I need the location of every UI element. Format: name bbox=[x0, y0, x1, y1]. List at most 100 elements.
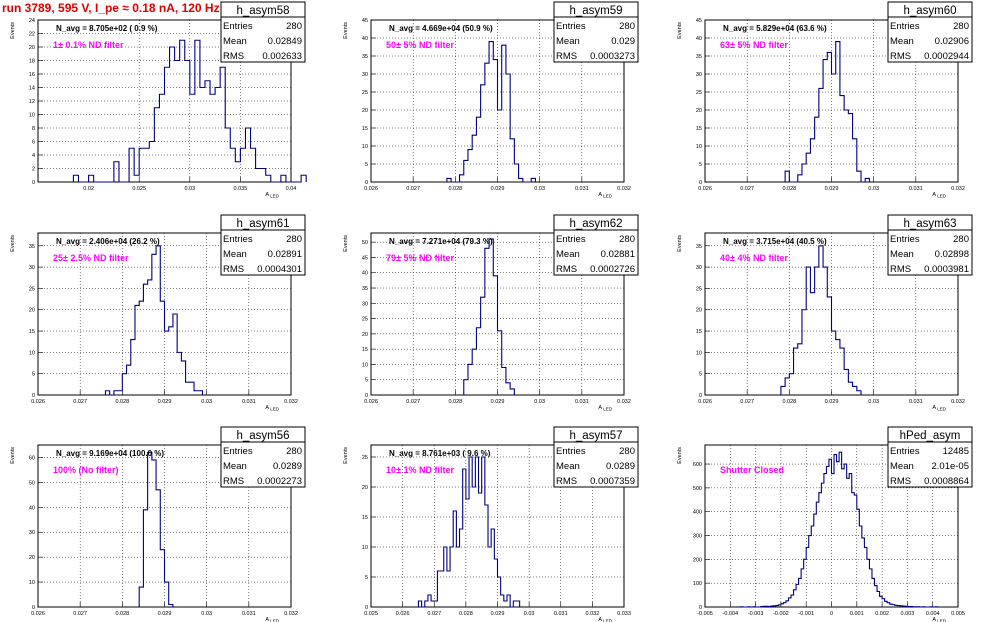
stats-rms-label: RMS bbox=[223, 51, 244, 62]
x-tick-label: 0.028 bbox=[115, 399, 129, 405]
y-tick-label: 35 bbox=[362, 286, 368, 292]
y-tick-label: 25 bbox=[362, 455, 368, 461]
histogram-bars bbox=[104, 245, 203, 396]
y-tick-label: 0 bbox=[365, 393, 368, 399]
y-tick-label: 40 bbox=[362, 36, 368, 42]
stats-mean-value: 0.0289 bbox=[273, 461, 302, 472]
x-tick-label: 0.03 bbox=[534, 399, 545, 405]
x-tick-label: 0.027 bbox=[406, 186, 420, 192]
stats-entries-value: 280 bbox=[619, 21, 635, 32]
y-tick-label: 45 bbox=[362, 255, 368, 261]
y-tick-label: 30 bbox=[696, 72, 702, 78]
histogram-name: h_asym58 bbox=[236, 5, 289, 17]
navg-label: N_avg = 8.761e+03 ( 9.6 %) bbox=[389, 449, 491, 458]
stats-mean-label: Mean bbox=[890, 36, 914, 47]
y-tick-label: 30 bbox=[29, 265, 35, 271]
y-tick-label: 15 bbox=[696, 126, 702, 132]
y-axis-label: Events bbox=[343, 235, 349, 252]
y-tick-label: 30 bbox=[29, 530, 35, 536]
filter-label: 79± 5% ND filter bbox=[386, 253, 454, 263]
x-tick-label: 0.031 bbox=[575, 399, 589, 405]
navg-label: N_avg = 7.271e+04 (79.3 %) bbox=[389, 237, 493, 246]
stats-entries-value: 280 bbox=[953, 234, 969, 245]
y-tick-label: 25 bbox=[696, 90, 702, 96]
stats-mean-value: 0.02898 bbox=[935, 249, 969, 260]
x-tick-label: 0.027 bbox=[740, 399, 754, 405]
x-tick-label: 0.026 bbox=[698, 399, 712, 405]
x-tick-label: 0.029 bbox=[825, 186, 839, 192]
histogram-name: hPed_asym bbox=[900, 430, 961, 442]
stats-mean-value: 0.029 bbox=[611, 36, 635, 47]
x-tick-label: 0.028 bbox=[782, 399, 796, 405]
panel-h_asym62: 0.026 0.027 0.028 0.029 0.03 0.031 0.032 0 5 10 15… bbox=[343, 214, 639, 412]
y-tick-label: 20 bbox=[29, 45, 35, 51]
x-tick-label: 0.029 bbox=[825, 399, 839, 405]
stats-box: hPed_asym Entries 12485 Mean 2.01e-05 RMS 0.00… bbox=[887, 426, 973, 488]
x-tick-label: 0.03 bbox=[534, 186, 545, 192]
y-tick-label: 5 bbox=[699, 162, 702, 168]
x-tick-label: 0.02 bbox=[83, 186, 94, 192]
stats-mean-value: 2.01e-05 bbox=[931, 461, 969, 472]
stats-mean-label: Mean bbox=[890, 249, 914, 260]
stats-box: h_asym56 Entries 280 Mean 0.0289 RMS 0.0002273 bbox=[220, 426, 306, 488]
y-tick-label: 25 bbox=[29, 286, 35, 292]
x-tick-label: 0.029 bbox=[158, 611, 172, 617]
stats-entries-value: 280 bbox=[619, 446, 635, 457]
y-tick-label: 10 bbox=[29, 580, 35, 586]
stats-box: h_asym58 Entries 280 Mean 0.02849 RMS 0.002633 bbox=[220, 1, 306, 63]
x-tick-label: 0.026 bbox=[364, 399, 378, 405]
stats-entries-label: Entries bbox=[556, 446, 586, 457]
y-tick-label: 10 bbox=[696, 350, 702, 356]
x-tick-label: 0.025 bbox=[132, 186, 146, 192]
stats-entries-label: Entries bbox=[556, 21, 586, 32]
stats-box: h_asym63 Entries 280 Mean 0.02898 RMS 0.000398… bbox=[887, 214, 973, 276]
stats-mean-label: Mean bbox=[223, 461, 247, 472]
filter-label: 1± 0.1% ND filter bbox=[53, 40, 124, 50]
stats-mean-label: Mean bbox=[556, 249, 580, 260]
y-tick-label: 35 bbox=[29, 244, 35, 250]
y-tick-label: 4 bbox=[32, 153, 35, 159]
stats-mean-value: 0.02849 bbox=[268, 36, 302, 47]
stats-rms-label: RMS bbox=[556, 476, 577, 487]
y-tick-label: 10 bbox=[362, 144, 368, 150]
histogram-name: h_asym57 bbox=[569, 430, 622, 442]
y-tick-label: 25 bbox=[362, 317, 368, 323]
stats-box: h_asym59 Entries 280 Mean 0.029 RMS 0.0003273 bbox=[553, 1, 639, 63]
navg-label: N_avg = 8.705e+02 ( 0.9 %) bbox=[56, 24, 158, 33]
y-tick-label: 50 bbox=[362, 240, 368, 246]
y-tick-label: 500 bbox=[693, 486, 702, 492]
stats-mean-label: Mean bbox=[556, 461, 580, 472]
x-tick-label: 0.028 bbox=[459, 611, 473, 617]
stats-box: h_asym61 Entries 280 Mean 0.02891 RMS 0.000430… bbox=[220, 214, 306, 276]
x-tick-label: 0.03 bbox=[184, 186, 195, 192]
stats-rms-value: 0.0007359 bbox=[590, 476, 635, 487]
navg-label: N_avg = 2.406e+04 (26.2 %) bbox=[56, 237, 160, 246]
stats-rms-label: RMS bbox=[556, 264, 577, 275]
histogram-name: h_asym60 bbox=[903, 5, 956, 17]
histogram-bars bbox=[446, 41, 536, 183]
histogram-bars bbox=[138, 451, 174, 607]
x-tick-label: 0.032 bbox=[617, 399, 631, 405]
filter-label: Shutter Closed bbox=[720, 465, 784, 475]
x-tick-label: 0.028 bbox=[782, 186, 796, 192]
x-tick-label: 0.033 bbox=[617, 611, 631, 617]
y-tick-label: 15 bbox=[362, 126, 368, 132]
x-tick-label: 0.001 bbox=[850, 611, 864, 617]
y-tick-label: 400 bbox=[693, 510, 702, 516]
y-tick-label: 2 bbox=[32, 167, 35, 173]
histogram-name: h_asym63 bbox=[903, 218, 956, 230]
stats-rms-label: RMS bbox=[556, 51, 577, 62]
y-tick-label: 12 bbox=[29, 99, 35, 105]
y-tick-label: 10 bbox=[29, 350, 35, 356]
y-axis-label: Events bbox=[343, 22, 349, 39]
y-tick-label: 10 bbox=[362, 362, 368, 368]
stats-rms-value: 0.0002273 bbox=[257, 476, 302, 487]
x-tick-label: 0.027 bbox=[73, 399, 87, 405]
y-tick-label: 10 bbox=[29, 113, 35, 119]
x-tick-label: 0.031 bbox=[575, 186, 589, 192]
x-axis-label: A LED bbox=[598, 405, 612, 412]
stats-rms-value: 0.002633 bbox=[262, 51, 302, 62]
navg-label: N_avg = 5.829e+04 (63.6 %) bbox=[723, 24, 827, 33]
y-tick-label: 35 bbox=[696, 54, 702, 60]
